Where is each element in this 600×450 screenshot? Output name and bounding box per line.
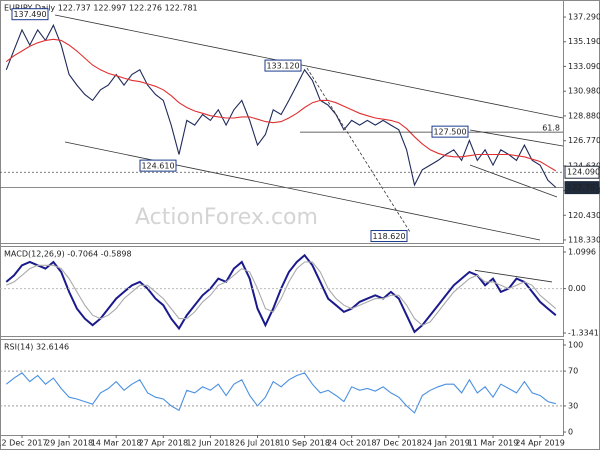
y-tick-label: 70 xyxy=(568,367,578,376)
trend-line xyxy=(306,67,411,233)
annotation-label: 127.500 xyxy=(433,128,466,137)
y-tick-label: 133.090 xyxy=(568,62,600,71)
series-line xyxy=(5,23,557,188)
y-tick-label: 118.330 xyxy=(568,235,600,244)
series-line xyxy=(5,38,557,172)
annotation-box xyxy=(264,59,302,72)
y-tick-label: 0.00 xyxy=(568,284,586,293)
x-tick-label: 10 Sep 2018 xyxy=(279,439,330,448)
y-tick-label: 100 xyxy=(568,341,583,350)
x-tick-label: 27 Apr 2018 xyxy=(139,439,188,448)
annotation-label: 124.610 xyxy=(141,162,174,171)
panel-frame xyxy=(0,0,564,244)
y-tick-label: 30 xyxy=(568,401,578,410)
price-box-label: 124.090 xyxy=(567,168,600,177)
price-box xyxy=(564,181,600,195)
watermark: ActionForex.com xyxy=(135,205,318,230)
x-tick-label: 11 Mar 2019 xyxy=(468,439,519,448)
x-tick-label: 29 Jan 2018 xyxy=(45,439,93,448)
annotation-label: 133.120 xyxy=(266,62,299,71)
y-tick-label: 126.770 xyxy=(568,136,600,145)
y-tick-label: 128.880 xyxy=(568,111,600,120)
trend-line xyxy=(469,164,558,198)
series-line xyxy=(5,372,556,414)
panel-frame xyxy=(0,246,564,337)
x-tick-label: 26 Jul 2018 xyxy=(235,439,280,448)
trend-line xyxy=(474,269,553,283)
fib-label: 61.8 xyxy=(542,124,560,133)
trend-line xyxy=(64,141,541,241)
annotation-box xyxy=(11,8,49,21)
annotation-box xyxy=(370,230,408,243)
x-tick-label: 14 Mar 2018 xyxy=(91,439,142,448)
annotation-label: 137.490 xyxy=(13,10,46,19)
x-tick-label: 12 Dec 2017 xyxy=(0,439,48,448)
trend-line xyxy=(54,14,564,119)
annotation-label: 118.620 xyxy=(372,232,405,241)
y-tick-label: 120.430 xyxy=(568,211,600,220)
y-tick-label: -1.3341 xyxy=(568,329,599,338)
panel-title: EURJPY Daily 122.737 122.997 122.276 122… xyxy=(4,4,198,13)
panel-title: RSI(14) 32.6146 xyxy=(4,343,69,352)
panel-frame xyxy=(0,339,564,436)
y-tick-label: 130.980 xyxy=(568,87,600,96)
y-tick-label: 137.290 xyxy=(568,13,600,22)
y-tick-label: 0 xyxy=(568,428,573,437)
x-tick-label: 24 Oct 2018 xyxy=(327,439,376,448)
x-tick-label: 7 Dec 2018 xyxy=(376,439,422,448)
price-box-label: 122.781 xyxy=(567,183,600,192)
y-tick-label: 135.190 xyxy=(568,37,600,46)
y-tick-label: 1.0996 xyxy=(568,248,596,257)
x-tick-label: 24 Apr 2019 xyxy=(515,439,564,448)
x-tick-label: 24 Jan 2019 xyxy=(422,439,470,448)
annotation-box xyxy=(431,125,469,138)
panel-title: MACD(12,26,9) -0.7064 -0.5898 xyxy=(4,250,132,259)
x-tick-label: 12 Jun 2018 xyxy=(186,439,234,448)
price-box xyxy=(564,165,600,179)
series-line xyxy=(6,261,557,326)
trend-line xyxy=(469,129,564,147)
annotation-box xyxy=(139,159,177,172)
